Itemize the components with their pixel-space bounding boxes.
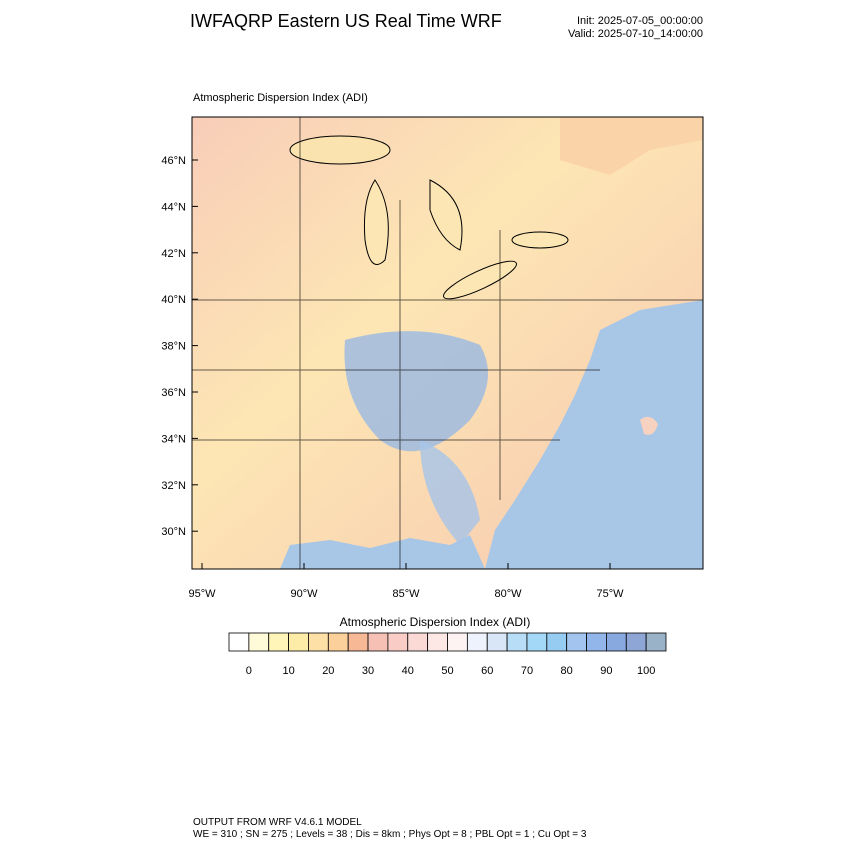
colorbar-box xyxy=(387,632,409,652)
map xyxy=(192,117,703,569)
lon-label: 80°W xyxy=(494,588,522,600)
colorbar-box xyxy=(586,632,607,652)
colorbar-box xyxy=(486,632,508,652)
colorbar-box xyxy=(228,632,250,652)
valid-time: Valid: 2025-07-10_14:00:00 xyxy=(568,28,703,40)
colorbar-box xyxy=(625,632,647,652)
lon-label: 95°W xyxy=(188,588,216,600)
lat-label: 30°N xyxy=(161,526,186,538)
colorbar-box xyxy=(427,632,448,652)
colorbar-box xyxy=(566,632,587,652)
lon-label: 75°W xyxy=(596,588,624,600)
colorbar-box xyxy=(248,632,270,652)
lat-label: 38°N xyxy=(161,341,186,353)
colorbar-tick-label: 90 xyxy=(600,665,612,677)
colorbar-tick-label: 50 xyxy=(441,665,453,677)
colorbar-box xyxy=(546,632,568,652)
colorbar-box xyxy=(506,632,528,652)
map-title: Atmospheric Dispersion Index (ADI) xyxy=(193,92,368,104)
colorbar-tick-label: 10 xyxy=(282,665,294,677)
colorbar-title: Atmospheric Dispersion Index (ADI) xyxy=(340,615,531,629)
colorbar-box xyxy=(407,632,429,652)
colorbar-tick-label: 60 xyxy=(481,665,493,677)
colorbar-tick-label: 0 xyxy=(246,665,252,677)
colorbar-tick-label: 40 xyxy=(402,665,414,677)
colorbar-box xyxy=(268,632,289,652)
colorbar-box xyxy=(327,632,349,652)
lat-label: 32°N xyxy=(161,480,186,492)
footer-line: OUTPUT FROM WRF V4.6.1 MODEL xyxy=(193,817,362,828)
colorbar-box xyxy=(288,632,309,652)
colorbar-tick-label: 20 xyxy=(322,665,334,677)
lat-label: 42°N xyxy=(161,248,186,260)
lon-label: 85°W xyxy=(392,588,420,600)
lat-label: 44°N xyxy=(161,201,186,213)
lon-label: 90°W xyxy=(290,588,318,600)
colorbar-tick-label: 80 xyxy=(561,665,573,677)
colorbar-box xyxy=(367,632,389,652)
colorbar-box xyxy=(347,632,369,652)
lat-label: 36°N xyxy=(161,387,186,399)
footer-line: WE = 310 ; SN = 275 ; Levels = 38 ; Dis … xyxy=(193,829,587,840)
colorbar-tick-label: 70 xyxy=(521,665,533,677)
map-frame xyxy=(191,116,704,570)
colorbar-box xyxy=(466,632,488,652)
lat-label: 46°N xyxy=(161,155,186,167)
title: IWFAQRP Eastern US Real Time WRF xyxy=(190,11,502,31)
lat-label: 34°N xyxy=(161,433,186,445)
lat-label: 40°N xyxy=(161,294,186,306)
colorbar-box xyxy=(308,632,329,652)
colorbar-box xyxy=(447,632,468,652)
colorbar-box xyxy=(526,632,548,652)
colorbar-tick-label: 100 xyxy=(637,665,655,677)
colorbar-tick-label: 30 xyxy=(362,665,374,677)
init-time: Init: 2025-07-05_00:00:00 xyxy=(577,15,703,27)
colorbar-box xyxy=(606,632,627,652)
colorbar-box xyxy=(645,632,667,652)
